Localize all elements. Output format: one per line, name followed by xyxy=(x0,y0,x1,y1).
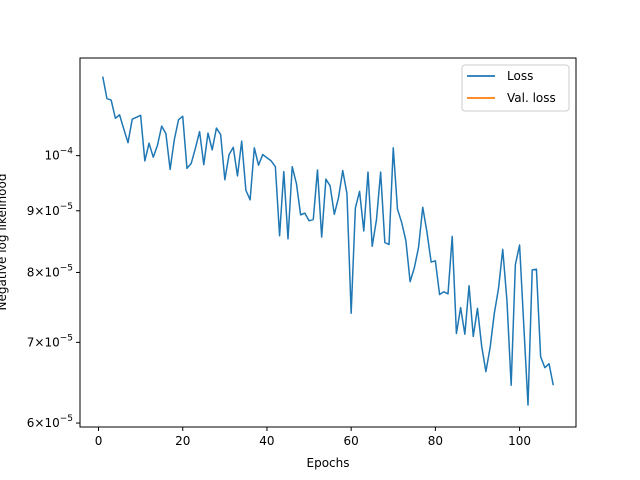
y-tick-base: 10 xyxy=(44,149,59,163)
y-tick-base: 10 xyxy=(44,204,59,218)
y-tick-base: 10 xyxy=(44,335,59,349)
series-line-loss xyxy=(102,76,554,406)
x-axis: 0 20 40 60 80 100 xyxy=(95,427,531,448)
axes-background xyxy=(80,58,576,427)
legend-label: Loss xyxy=(507,69,533,83)
y-tick-times: × xyxy=(34,416,44,430)
y-tick-label: 9×10−5 xyxy=(27,202,73,218)
series-layer xyxy=(102,76,554,406)
y-tick-mantissa: 8 xyxy=(27,265,35,279)
y-tick-times: × xyxy=(34,265,44,279)
y-tick-exponent: −5 xyxy=(60,333,73,343)
y-tick-exponent: −4 xyxy=(60,147,74,157)
y-tick-mantissa: 7 xyxy=(27,335,35,349)
y-tick-times: × xyxy=(34,204,44,218)
legend-label: Val. loss xyxy=(507,91,556,105)
axes-frame xyxy=(79,57,577,428)
y-tick-label: 8×10−5 xyxy=(27,263,73,279)
y-tick-times: × xyxy=(34,335,44,349)
plot-area xyxy=(80,58,576,427)
y-tick-label: 10−4 xyxy=(44,147,73,163)
y-tick-label: 6×10−5 xyxy=(27,414,73,430)
y-tick-mantissa: 6 xyxy=(27,416,35,430)
y-tick-mantissa: 9 xyxy=(27,204,35,218)
x-tick-label: 60 xyxy=(344,434,359,448)
y-tick-exponent: −5 xyxy=(60,414,73,424)
y-tick-exponent: −5 xyxy=(60,263,73,273)
x-axis-label: Epochs xyxy=(307,456,350,470)
y-tick-base: 10 xyxy=(44,416,59,430)
x-tick-label: 100 xyxy=(508,434,531,448)
y-axis-label: Negative log likelihood xyxy=(0,174,9,311)
x-tick-label: 80 xyxy=(428,434,443,448)
y-axis: 6×10−57×10−58×10−59×10−510−4 xyxy=(27,147,80,430)
x-tick-label: 0 xyxy=(95,434,103,448)
y-tick-exponent: −5 xyxy=(60,202,73,212)
x-tick-label: 40 xyxy=(259,434,274,448)
legend: Loss Val. loss xyxy=(461,64,570,112)
x-tick-label: 20 xyxy=(175,434,190,448)
y-tick-label: 7×10−5 xyxy=(27,333,73,349)
y-tick-base: 10 xyxy=(44,265,59,279)
